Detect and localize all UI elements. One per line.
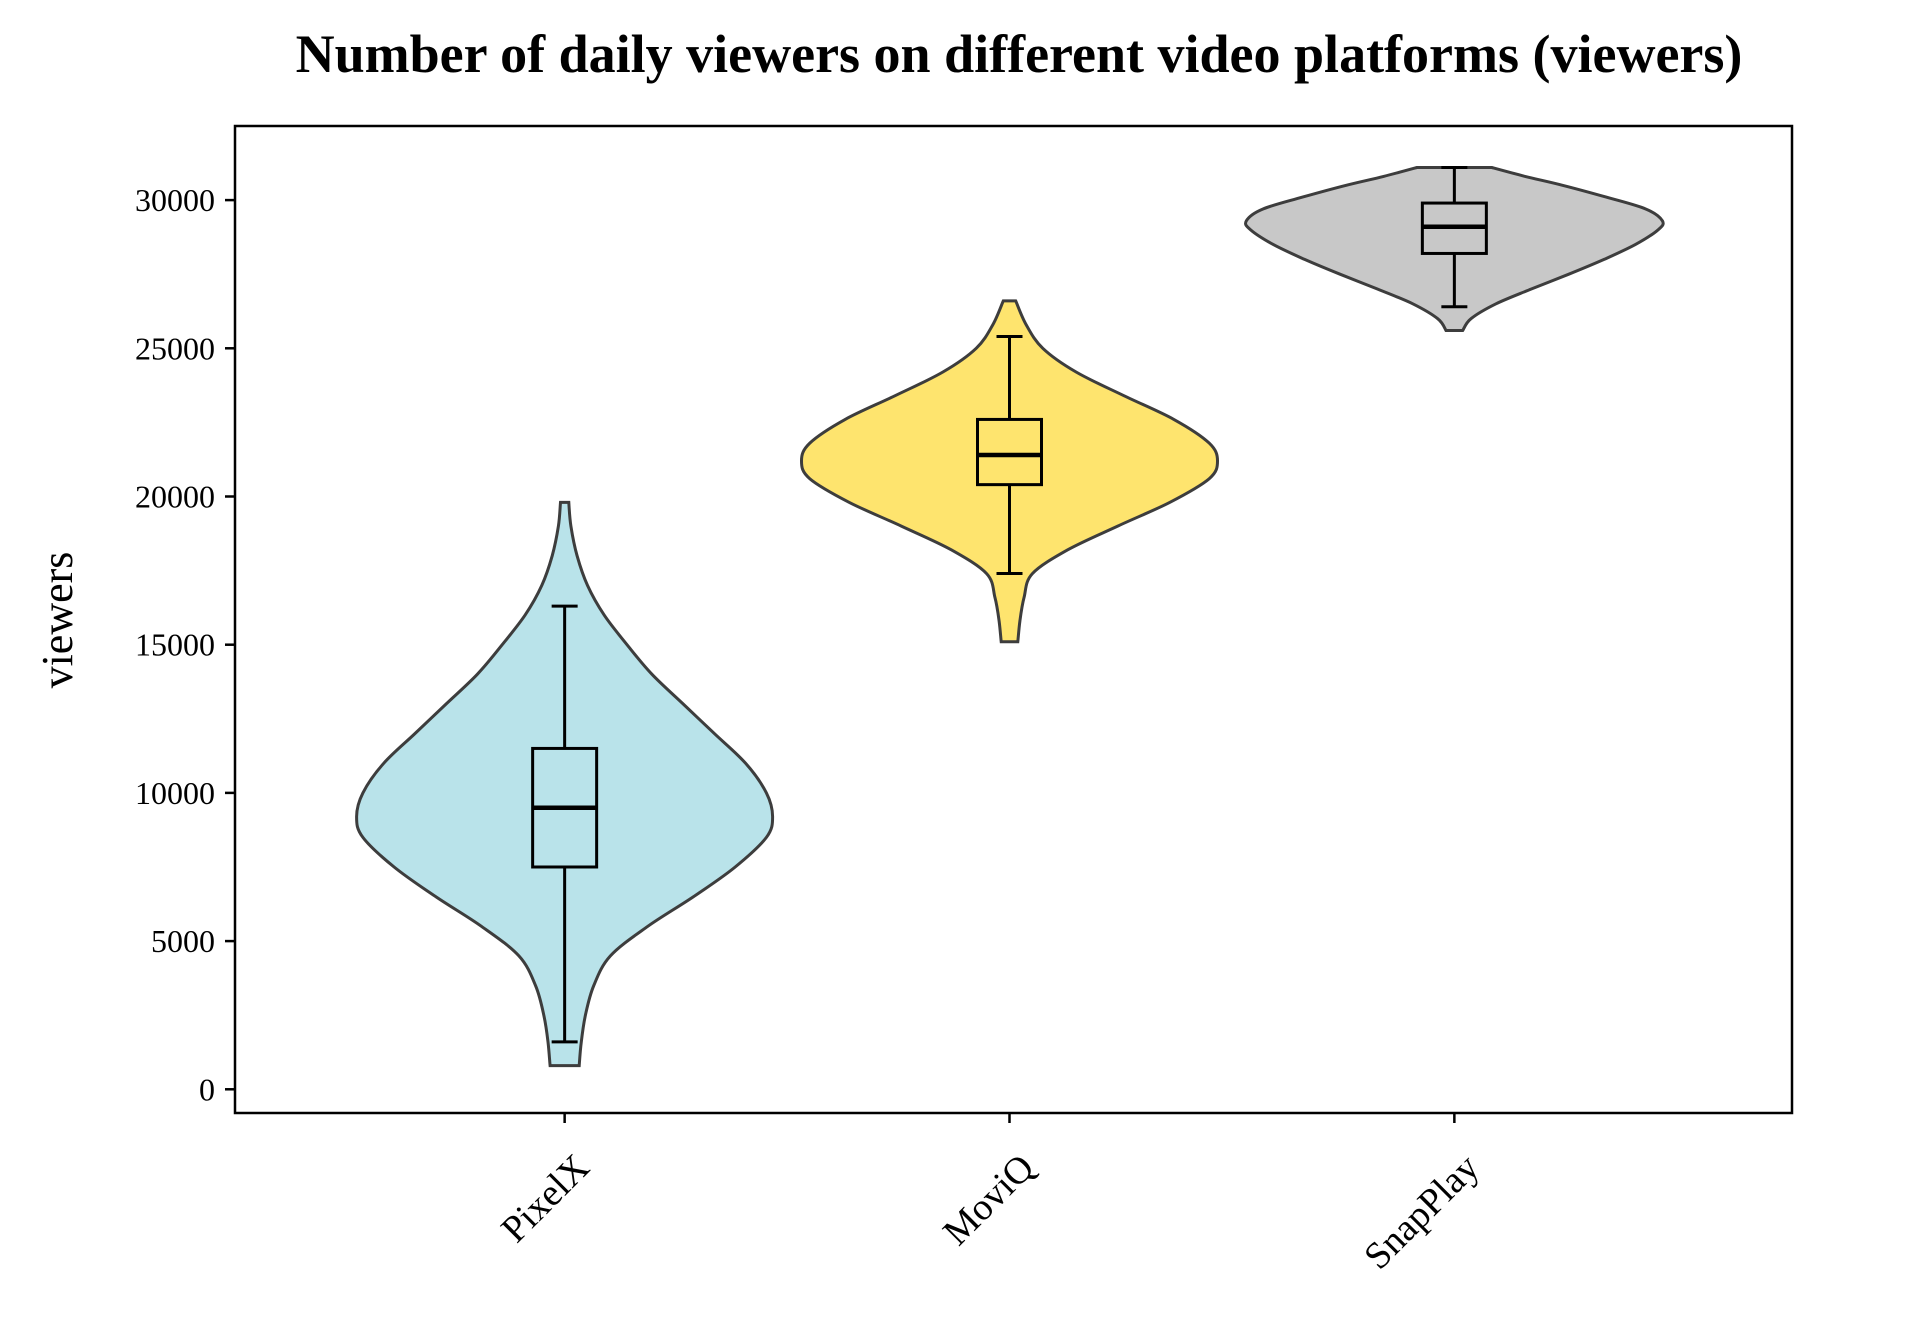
plot-frame [233, 124, 1794, 1115]
x-tick-label-pixelx: PixelX [493, 1146, 597, 1250]
chart-title: Number of daily viewers on different vid… [296, 24, 1743, 84]
y-tick-label-30000: 30000 [135, 182, 215, 218]
violin-pixelx [355, 500, 775, 1068]
x-tick-label-snapplay: SnapPlay [1356, 1146, 1487, 1277]
y-tick-label-10000: 10000 [135, 775, 215, 811]
y-tick-label-15000: 15000 [135, 627, 215, 663]
y-tick-label-0: 0 [199, 1071, 215, 1107]
violin-snapplay [1244, 166, 1665, 332]
violin-moviq [799, 299, 1220, 644]
boxplots-layer [531, 165, 1488, 1044]
box-moviq [976, 417, 1043, 487]
y-tick-label-5000: 5000 [151, 923, 215, 959]
y-tick-label-25000: 25000 [135, 330, 215, 366]
y-axis-label: viewers [33, 552, 82, 689]
y-tick-label-20000: 20000 [135, 478, 215, 514]
x-tick-label-moviq: MoviQ [935, 1146, 1042, 1253]
violins-layer [355, 166, 1665, 1068]
